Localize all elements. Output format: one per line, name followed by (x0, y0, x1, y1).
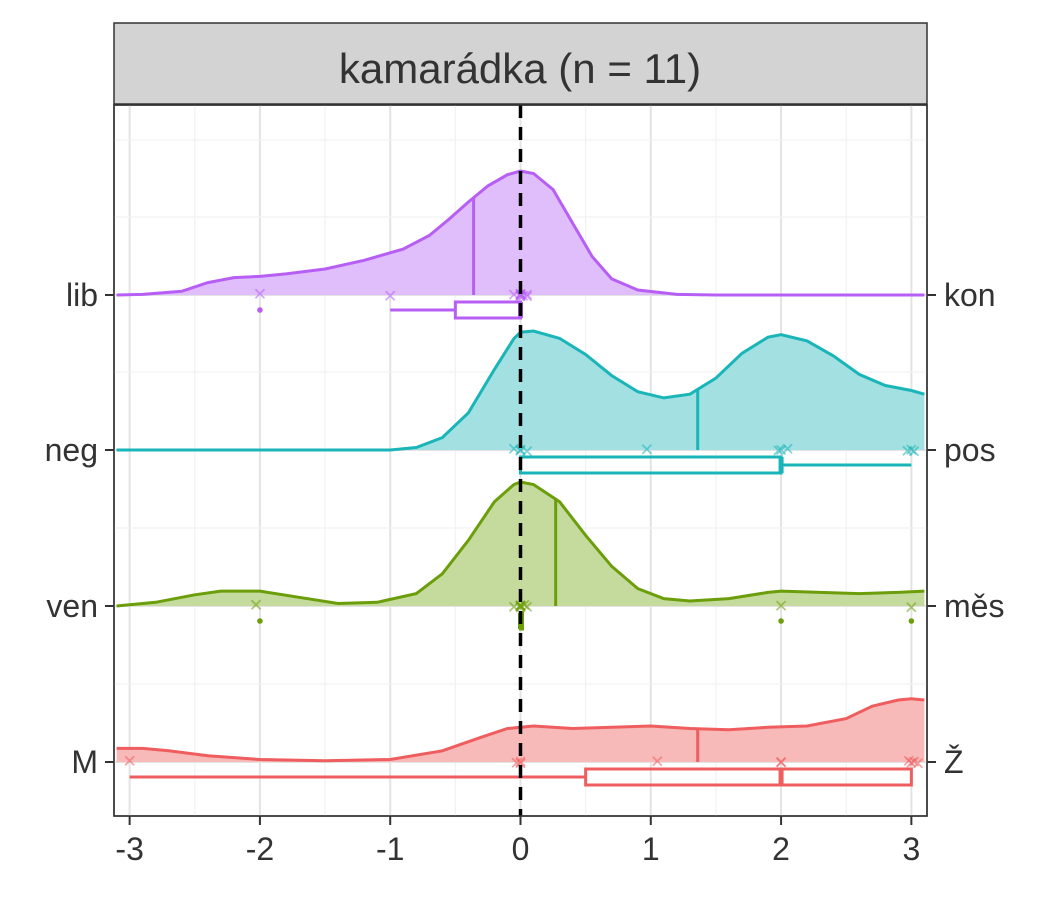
data-point (515, 756, 526, 767)
density-area (116, 171, 925, 295)
data-point (385, 290, 396, 301)
x-tick-label: 2 (772, 831, 790, 867)
panel-title: kamarádka (n = 11) (339, 45, 701, 92)
y-label-right: pos (944, 432, 996, 468)
y-label-left: ven (46, 588, 98, 624)
y-label-right: kon (944, 277, 996, 313)
x-tick-label: -2 (246, 831, 274, 867)
ridge-ven (116, 480, 925, 631)
data-point (124, 755, 135, 766)
box-outlier (778, 618, 784, 624)
y-label-left: neg (45, 432, 98, 468)
y-label-right: měs (944, 588, 1004, 624)
box-outlier (257, 307, 263, 313)
data-point (641, 444, 653, 455)
y-axis-right: kon pos měs Ž (927, 277, 1004, 780)
density-curve (116, 169, 925, 297)
data-point (775, 756, 787, 768)
data-point (521, 291, 533, 302)
y-axis-left: lib neg ven M (45, 277, 114, 780)
data-point (773, 445, 784, 456)
density-curve (116, 329, 925, 452)
density-area (116, 482, 925, 606)
box-outlier (257, 618, 263, 624)
data-point (521, 289, 533, 300)
data-point (775, 600, 787, 611)
ridge-lib (116, 169, 925, 320)
ridge-neg (116, 329, 925, 475)
y-label-left: M (71, 744, 98, 780)
x-tick-label: -1 (376, 831, 404, 867)
y-label-right: Ž (944, 744, 964, 780)
data-point (250, 599, 262, 610)
data-point (521, 601, 533, 612)
density-curve (116, 480, 925, 608)
data-point (908, 446, 920, 457)
x-tick-label: 1 (642, 831, 660, 867)
x-tick-label: -3 (115, 831, 143, 867)
data-point (521, 446, 533, 457)
data-point (906, 602, 917, 613)
data-point (912, 758, 924, 769)
data-point (254, 288, 266, 299)
box-iqr (584, 767, 913, 787)
density-curve (116, 697, 925, 763)
x-axis: -3 -2 -1 0 1 2 3 (115, 816, 920, 867)
x-tick-label: 3 (902, 831, 920, 867)
data-point (782, 443, 793, 454)
box-outlier (908, 618, 915, 624)
panel-strip (113, 22, 928, 105)
y-label-left: lib (66, 277, 98, 313)
data-point (515, 758, 526, 769)
data-point (652, 756, 663, 767)
density-area (116, 331, 925, 450)
x-tick-label: 0 (512, 831, 530, 867)
